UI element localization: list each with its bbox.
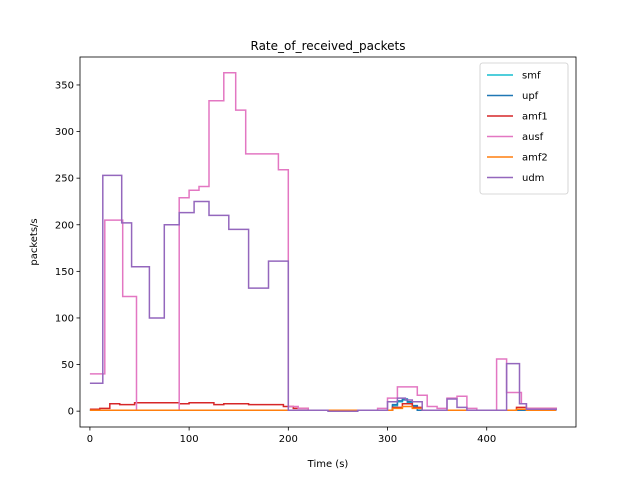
legend-label-ausf: ausf <box>522 132 544 143</box>
series-line-amf1 <box>89 402 557 411</box>
chart-title: Rate_of_received_packets <box>251 39 406 53</box>
plot-area <box>79 56 577 428</box>
y-tick-label: 350 <box>55 80 74 91</box>
y-tick-label: 0 <box>68 407 74 418</box>
legend-label-smf: smf <box>522 71 541 82</box>
y-tick-label: 50 <box>61 360 74 371</box>
legend-label-udm: udm <box>522 173 544 184</box>
series-line-upf <box>89 398 557 411</box>
plot-lines <box>89 72 557 412</box>
y-tick-label: 100 <box>55 313 74 324</box>
series-line-amf2 <box>89 405 557 411</box>
series-line-smf <box>89 399 557 411</box>
y-tick-label: 250 <box>55 174 74 185</box>
legend-label-amf2: amf2 <box>522 153 548 164</box>
x-axis-label: Time (s) <box>307 459 349 470</box>
x-tick-label: 100 <box>180 434 199 445</box>
x-axis: 0 100 200 300 400 <box>87 427 496 445</box>
y-tick-label: 150 <box>55 267 74 278</box>
x-tick-label: 400 <box>477 434 496 445</box>
legend-label-amf1: amf1 <box>522 112 548 123</box>
y-tick-label: 300 <box>55 127 74 138</box>
x-tick-label: 300 <box>378 434 397 445</box>
x-tick-label: 200 <box>279 434 298 445</box>
series-line-udm <box>89 174 557 412</box>
legend: smf upf amf1 ausf amf2 udm <box>479 62 569 195</box>
legend-label-upf: upf <box>522 91 539 102</box>
y-axis: 0 50 100 150 200 250 300 350 <box>55 80 80 418</box>
y-axis-label: packets/s <box>29 218 40 265</box>
y-tick-label: 200 <box>55 220 74 231</box>
x-tick-label: 0 <box>87 434 93 445</box>
